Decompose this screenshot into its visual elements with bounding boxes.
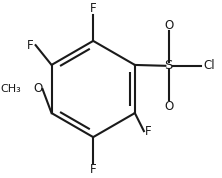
Text: CH₃: CH₃ (0, 84, 21, 94)
Text: F: F (145, 125, 151, 138)
Text: S: S (165, 59, 173, 72)
Text: F: F (90, 2, 97, 15)
Text: F: F (27, 39, 34, 52)
Text: F: F (90, 163, 97, 176)
Text: Cl: Cl (203, 59, 215, 72)
Text: O: O (34, 82, 43, 96)
Text: O: O (164, 19, 173, 32)
Text: O: O (164, 100, 173, 113)
